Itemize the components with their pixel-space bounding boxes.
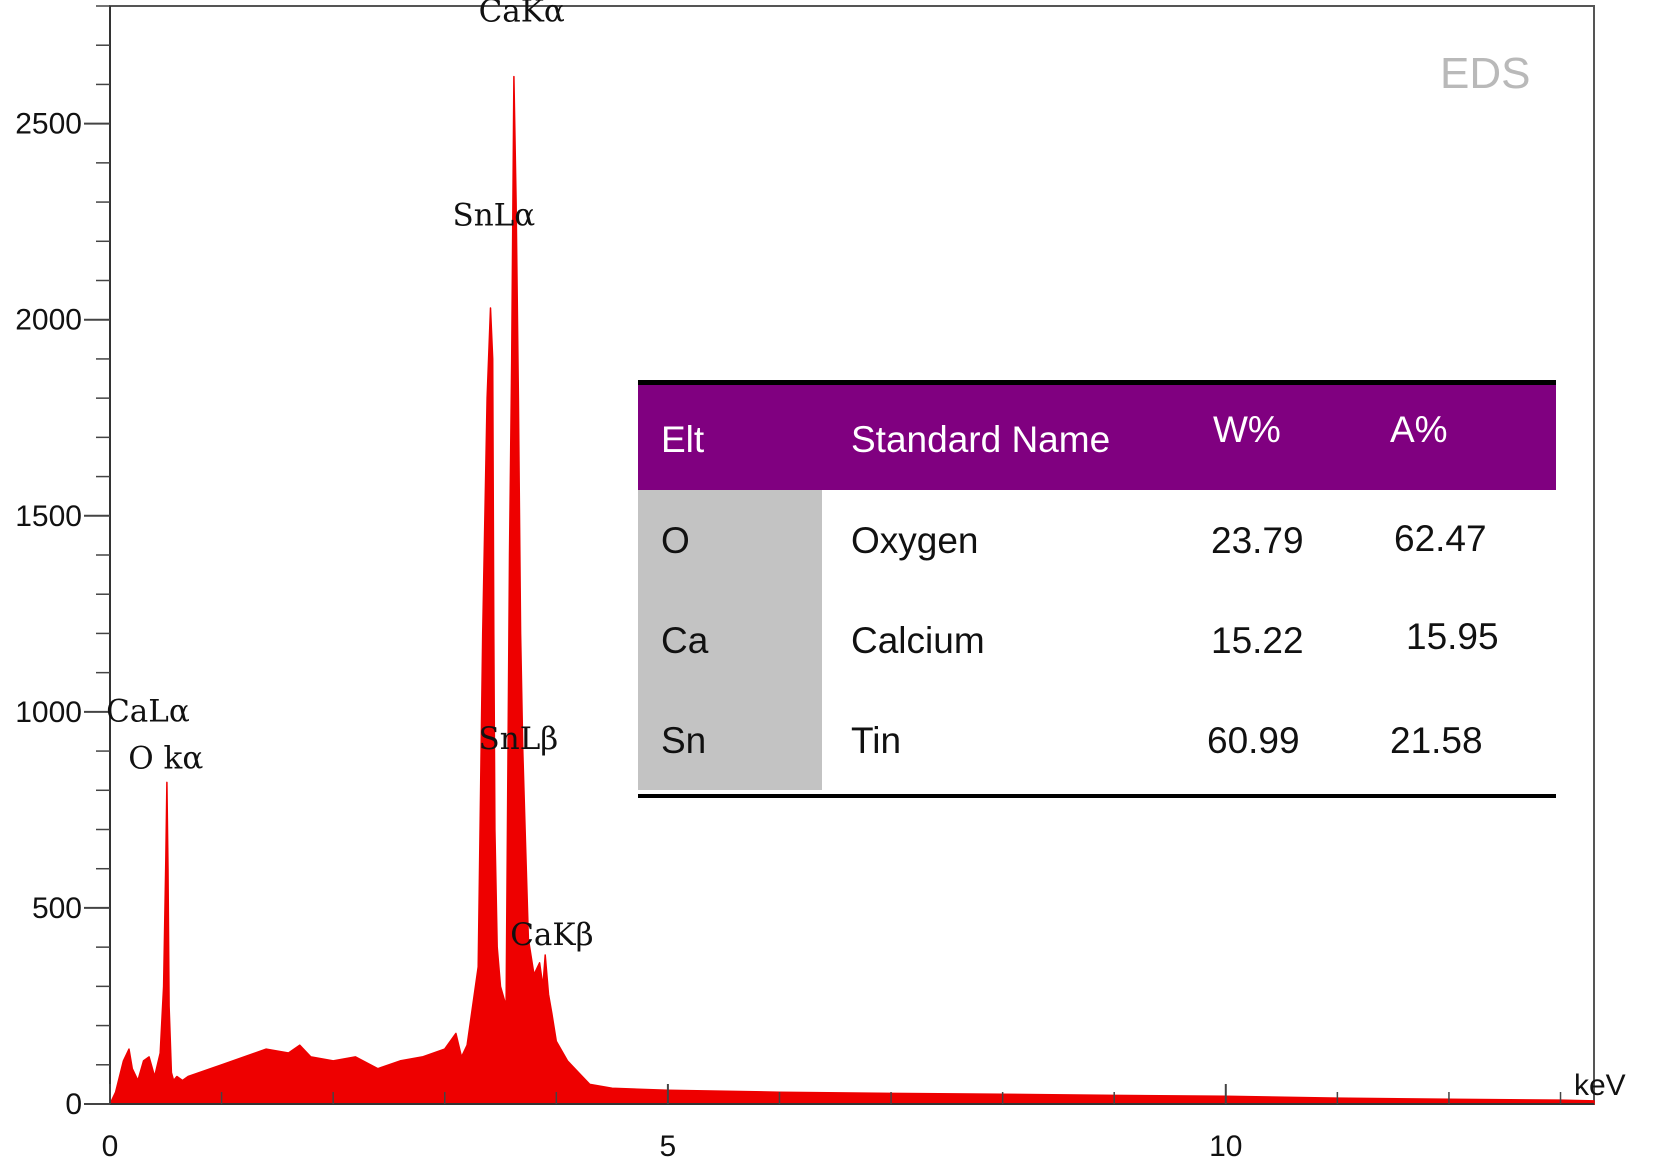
cell-atomic-percent: 21.58 — [1390, 720, 1483, 761]
header-elt: Elt — [661, 419, 705, 460]
table-row: Ca Calcium 15.22 15.95 — [638, 590, 1556, 690]
cell-weight-percent: 60.99 — [1207, 720, 1300, 761]
cell-weight-percent: 23.79 — [1211, 520, 1304, 561]
table-bottom-rule — [638, 794, 1556, 798]
peak-label: SnLα — [452, 198, 535, 234]
table-header-row: Elt Standard Name W% A% — [638, 385, 1556, 490]
element-column-shade — [638, 490, 822, 790]
axes-layer: 0 500 1000 1500 2000 2500 0 5 10 — [15, 5, 1594, 1159]
y-tick-label: 1500 — [15, 500, 82, 533]
header-atomic-percent: A% — [1390, 409, 1448, 450]
spectrum-series-0 — [109, 75, 1595, 1105]
table-top-rule — [638, 380, 1556, 385]
y-tick-label: 1000 — [15, 696, 82, 729]
header-standard-name: Standard Name — [851, 419, 1111, 460]
y-tick-label: 500 — [32, 892, 82, 925]
cell-weight-percent: 15.22 — [1211, 620, 1304, 661]
eds-watermark: EDS — [1440, 49, 1530, 98]
x-tick-label: 10 — [1209, 1130, 1242, 1159]
cell-element: O — [661, 520, 690, 561]
cell-standard-name: Oxygen — [851, 520, 979, 561]
cell-standard-name: Tin — [851, 720, 902, 761]
peak-label: CaKβ — [510, 917, 593, 953]
peak-label: SnLβ — [479, 721, 559, 757]
y-tick-label: 0 — [65, 1088, 82, 1121]
spectrum-layer — [109, 75, 1595, 1105]
y-tick-label: 2000 — [15, 304, 82, 337]
composition-table: Elt Standard Name W% A% O Oxygen 23.79 6… — [638, 380, 1556, 798]
table-row: O Oxygen 23.79 62.47 — [638, 490, 1556, 590]
peak-labels-layer: CaKα SnLα CaLα O kα SnLβ CaKβ — [106, 0, 593, 953]
peak-label: O kα — [128, 741, 203, 777]
cell-element: Sn — [661, 720, 707, 761]
y-tick-label: 2500 — [15, 108, 82, 141]
header-weight-percent: W% — [1213, 409, 1281, 450]
cell-atomic-percent: 15.95 — [1406, 616, 1499, 657]
x-axis-unit: keV — [1574, 1069, 1626, 1102]
peak-label: CaLα — [106, 694, 190, 730]
x-tick-label: 5 — [660, 1130, 677, 1159]
cell-element: Ca — [661, 620, 709, 661]
peak-label: CaKα — [479, 0, 565, 30]
table-row: Sn Tin 60.99 21.58 — [638, 690, 1556, 790]
x-tick-label: 0 — [102, 1130, 119, 1159]
cell-standard-name: Calcium — [851, 620, 985, 661]
cell-atomic-percent: 62.47 — [1394, 518, 1487, 559]
